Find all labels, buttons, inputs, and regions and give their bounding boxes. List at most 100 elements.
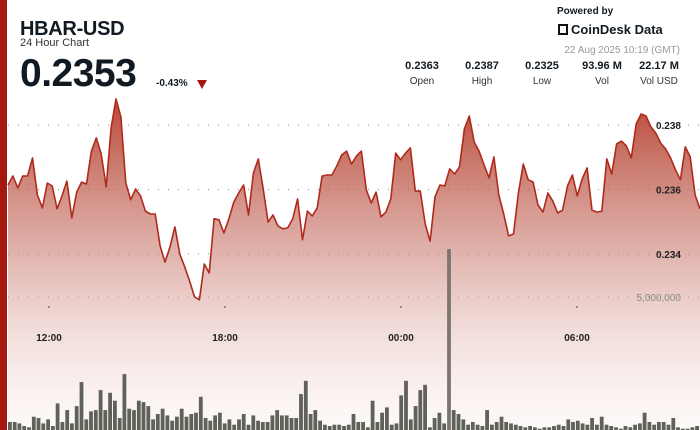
volume-bar (294, 418, 299, 430)
volume-bar (595, 424, 599, 430)
volume-bar (265, 422, 270, 430)
volume-bar (337, 424, 342, 430)
volume-bar (346, 424, 351, 430)
volume-bar (98, 390, 103, 430)
volume-bar (36, 418, 41, 430)
volume-bar (533, 427, 537, 430)
volume-tick-label: 5,000,000 (637, 293, 682, 304)
stat-label: Vol USD (640, 76, 678, 87)
volume-bar (399, 395, 404, 430)
volume-bar (318, 420, 322, 430)
volume-bar (375, 422, 380, 430)
volume-bar (108, 392, 112, 430)
stat-label: Open (409, 76, 435, 87)
volume-bar (237, 419, 241, 430)
volume-bar (556, 424, 561, 430)
volume-bar (51, 426, 55, 430)
volume-bar (408, 419, 413, 430)
volume-bar (537, 428, 542, 430)
down-arrow-icon (197, 80, 207, 89)
volume-bar (466, 424, 470, 430)
volume-bar (475, 424, 480, 430)
x-tick-label: 12:00 (36, 333, 62, 344)
stat-label: Low (532, 76, 552, 87)
volume-bar (513, 424, 518, 430)
volume-bar (122, 374, 127, 430)
chart-subtitle: 24 Hour Chart (20, 37, 90, 49)
volume-bar (79, 382, 84, 430)
y-tick-label: 0.238 (656, 121, 681, 132)
volume-bar (590, 418, 594, 430)
volume-bar (456, 414, 461, 430)
volume-bar (313, 410, 318, 430)
stat-vol-usd: 22.17 M Vol USD (632, 60, 686, 87)
volume-bar (470, 422, 475, 430)
volume-bar (275, 410, 280, 430)
volume-bar (614, 427, 618, 430)
stats-row: 0.2363 Open 0.2387 High 0.2325 Low 93.96 M V… (392, 60, 686, 87)
volume-bar (93, 410, 98, 430)
volume-bar (370, 400, 375, 430)
volume-bar (284, 415, 289, 430)
volume-bar (652, 424, 657, 430)
volume-bar (103, 410, 108, 430)
volume-bar (89, 411, 93, 430)
volume-bar (413, 406, 418, 430)
x-tick-label: 06:00 (564, 333, 590, 344)
volume-bar (494, 422, 499, 430)
volume-bar (270, 415, 275, 430)
volume-bar (561, 426, 566, 430)
volume-bar (633, 424, 637, 430)
volume-bar (342, 426, 346, 430)
stat-label: Vol (595, 76, 609, 87)
volume-bar (690, 427, 695, 430)
volume-bar (84, 419, 89, 430)
volume-bar (332, 424, 337, 430)
coindesk-logo-icon (558, 24, 568, 35)
x-tick-mark (224, 306, 226, 308)
y-tick-label: 0.236 (656, 186, 681, 197)
volume-bar (671, 418, 676, 430)
volume-bar (628, 427, 633, 430)
volume-bar (575, 420, 580, 430)
volume-bar (117, 418, 122, 430)
x-tick-mark (400, 306, 402, 308)
timestamp: 22 Aug 2025 10:19 (GMT) (564, 45, 680, 56)
stat-value: 22.17 M (639, 60, 679, 72)
volume-bar (518, 426, 523, 430)
volume-bar (485, 410, 489, 430)
volume-bar (232, 424, 237, 430)
volume-bar (676, 427, 680, 430)
volume-bar (17, 423, 22, 430)
stat-value: 93.96 M (582, 60, 622, 72)
volume-bar (389, 424, 394, 430)
volume-bar (451, 410, 456, 430)
accent-bar (0, 0, 7, 430)
volume-bar (666, 424, 671, 430)
volume-bar (327, 426, 332, 430)
volume-bar (132, 410, 136, 430)
volume-bar (160, 408, 165, 430)
volume-bar (542, 427, 547, 430)
volume-bar (480, 426, 485, 430)
volume-bar (604, 424, 609, 430)
volume-bar (528, 426, 532, 430)
volume-bar (394, 423, 399, 430)
volume-bar (213, 415, 217, 430)
volume-bar (461, 419, 466, 430)
volume-bar (618, 428, 623, 430)
stat-high: 0.2387 High (452, 60, 512, 87)
volume-bar (184, 416, 189, 430)
volume-bar (609, 426, 614, 430)
volume-bar (55, 403, 60, 430)
volume-bar (695, 426, 699, 430)
volume-bar (46, 419, 50, 430)
volume-bar (404, 380, 408, 430)
volume-bar (8, 422, 12, 430)
volume-bar (571, 422, 575, 430)
volume-bar (308, 414, 313, 430)
volume-bar (351, 414, 356, 430)
volume-bar (523, 427, 528, 430)
x-tick-mark (48, 306, 50, 308)
